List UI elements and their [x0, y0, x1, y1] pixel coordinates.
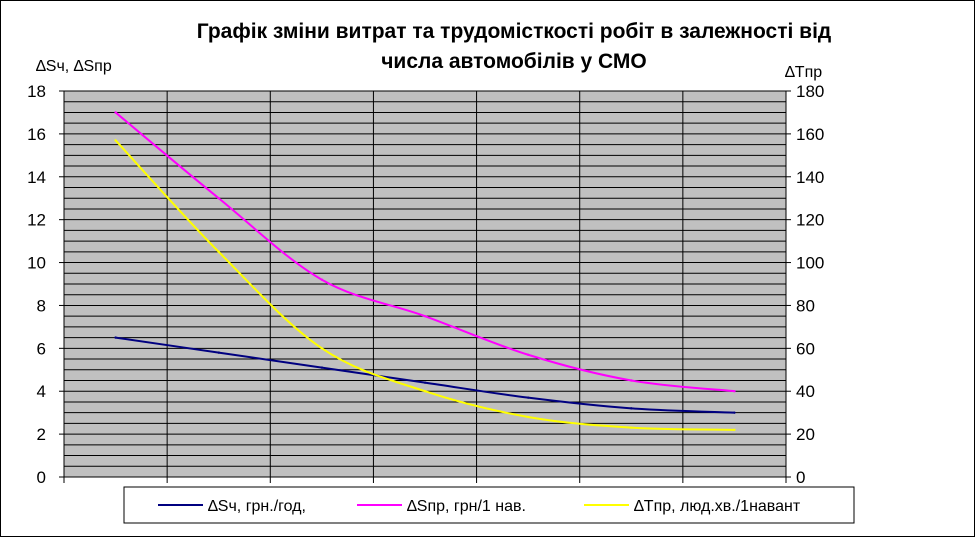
left-tick-label: 4 [37, 382, 46, 401]
left-tick-label: 18 [27, 82, 46, 101]
left-axis-label: ∆Sч, ∆Sпр [36, 58, 112, 75]
chart-title-line-2: числа автомобілів у СМО [381, 50, 647, 73]
series-3-point [526, 415, 530, 419]
series-3-point [630, 426, 633, 429]
series-lines [114, 111, 736, 432]
series-2-point [423, 314, 427, 318]
series-2-point [526, 353, 530, 356]
right-tick-label: 140 [796, 168, 824, 187]
left-tick-label: 14 [27, 168, 46, 187]
legend-label-3: ∆Tпр, люд.хв./1навант [634, 498, 801, 515]
series-3-point [217, 250, 220, 254]
vertical-gridlines [166, 91, 684, 477]
right-tick-label: 180 [796, 82, 824, 101]
legend-items: ∆Sч, грн./год, ∆Sпр, грн/1 нав. ∆Tпр, люд.… [158, 498, 801, 515]
left-tick-label: 2 [37, 425, 46, 444]
right-tick-label: 40 [796, 382, 815, 401]
right-tick-label: 80 [796, 296, 815, 315]
right-tick-label: 160 [796, 125, 824, 144]
series-3-point [733, 428, 736, 432]
x-axis-ticks [63, 477, 787, 483]
series-1-point [320, 366, 324, 369]
series-2-point [114, 111, 117, 114]
series-1-point [217, 351, 220, 354]
right-tick-label: 0 [796, 468, 805, 487]
series-3-point [114, 139, 117, 142]
series-2-point [217, 197, 220, 200]
left-tick-label: 0 [37, 468, 46, 487]
right-tick-label: 100 [796, 254, 824, 273]
legend [123, 486, 855, 524]
right-tick-label: 60 [796, 339, 815, 358]
horizontal-gridlines [64, 101, 786, 467]
series-1-point [526, 396, 530, 399]
chart-title-line-1: Графік зміни витрат та трудомісткості ро… [197, 20, 832, 43]
right-axis-ticks: 0 20 40 60 80 100 120 140 160 180 [786, 82, 824, 487]
series-1-point [423, 381, 427, 384]
left-tick-label: 6 [37, 339, 46, 358]
legend-label-2: ∆Sпр, грн/1 нав. [407, 498, 526, 515]
left-tick-label: 12 [27, 211, 46, 230]
series-2-point [630, 379, 633, 382]
left-tick-label: 16 [27, 125, 46, 144]
series-1-point [630, 407, 633, 410]
right-axis-label: ∆Tпр [785, 64, 822, 81]
right-tick-label: 120 [796, 211, 824, 230]
series-1-point [114, 336, 117, 339]
left-tick-label: 10 [27, 254, 46, 273]
legend-label-1: ∆Sч, грн./год, [208, 498, 306, 515]
series-1-point [733, 411, 736, 414]
series-2-point [733, 390, 736, 393]
right-tick-label: 20 [796, 425, 815, 444]
series-3-point [423, 390, 427, 393]
series-2-point [320, 278, 324, 281]
series-3-point [320, 347, 324, 350]
left-tick-label: 8 [37, 296, 46, 315]
left-axis-ticks: 0 2 4 6 8 10 12 14 16 18 [27, 82, 64, 487]
